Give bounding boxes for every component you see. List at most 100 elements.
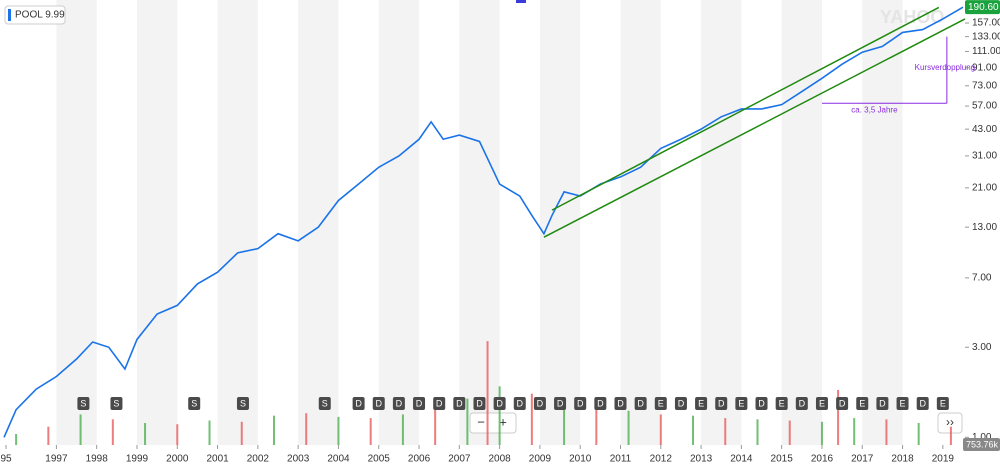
- x-tick-label: 2009: [529, 454, 552, 465]
- scroll-handle[interactable]: [516, 0, 526, 3]
- doubling-label: Kursverdopplung: [915, 63, 975, 72]
- x-tick-label: 2010: [569, 454, 592, 465]
- event-label: D: [537, 398, 544, 408]
- event-box: [493, 397, 506, 410]
- event-box: [318, 397, 331, 410]
- next-button[interactable]: ››: [946, 415, 954, 429]
- event-box: [574, 397, 587, 410]
- volume-bar: [820, 421, 823, 445]
- y-tick-label: 3.00: [972, 342, 992, 353]
- event-label: D: [557, 398, 564, 408]
- x-tick-label: 2008: [488, 454, 511, 465]
- volume-bar: [853, 418, 856, 445]
- x-tick-label: 2018: [891, 454, 914, 465]
- axis-panel: [965, 0, 1000, 467]
- event-box: [896, 397, 909, 410]
- volume-bar: [692, 415, 695, 445]
- x-tick-label: 2006: [408, 454, 431, 465]
- year-stripe: [298, 0, 339, 445]
- event-label: E: [940, 398, 946, 408]
- y-tick-label: 1.00: [972, 432, 992, 443]
- x-tick-label: 1997: [45, 454, 68, 465]
- event-box: [654, 397, 667, 410]
- event-label: D: [839, 398, 846, 408]
- x-tick-label: 1999: [126, 454, 149, 465]
- x-tick-label: 2007: [448, 454, 471, 465]
- x-tick-label: 2019: [932, 454, 955, 465]
- event-box: [755, 397, 768, 410]
- event-label: D: [799, 398, 806, 408]
- volume-bar: [272, 415, 275, 445]
- year-stripe: [620, 0, 661, 445]
- event-box: [876, 397, 889, 410]
- x-tick-label: 2003: [287, 454, 310, 465]
- volume-bar: [530, 393, 533, 445]
- event-box: [735, 397, 748, 410]
- zoom-in[interactable]: +: [499, 414, 507, 429]
- volume-bar: [434, 404, 437, 445]
- event-label: D: [436, 398, 443, 408]
- y-tick-label: 7.00: [972, 272, 992, 283]
- duration-label: ca. 3,5 Jahre: [851, 105, 898, 114]
- volume-bar: [724, 418, 727, 445]
- event-box: [614, 397, 627, 410]
- event-label: E: [738, 398, 744, 408]
- x-tick-label: 2011: [610, 454, 632, 465]
- event-box: [352, 397, 365, 410]
- event-label: D: [355, 398, 362, 408]
- event-label: D: [396, 398, 403, 408]
- price-line: [3, 6, 964, 438]
- x-tick-label: 2004: [327, 454, 350, 465]
- x-tick-label: 2005: [368, 454, 391, 465]
- volume-bar: [498, 386, 501, 445]
- last-price-box: [965, 0, 1000, 15]
- volume-label: 753.76k: [966, 439, 999, 449]
- y-tick-label: 157.00: [972, 18, 1000, 29]
- x-tick-label: 2000: [166, 454, 189, 465]
- event-box: [836, 397, 849, 410]
- volume-bar: [176, 424, 179, 445]
- trend-line: [551, 6, 940, 211]
- event-label: D: [496, 398, 503, 408]
- event-box: [77, 397, 90, 410]
- zoom-out[interactable]: −: [477, 414, 485, 429]
- volume-bar: [144, 423, 147, 445]
- y-tick-label: 43.00: [972, 124, 997, 135]
- last-price-label: 190.60: [968, 2, 999, 13]
- event-box: [856, 397, 869, 410]
- event-box: [236, 397, 249, 410]
- event-box: [372, 397, 385, 410]
- event-box: [554, 397, 567, 410]
- event-label: D: [758, 398, 765, 408]
- zoom-controls: [469, 412, 517, 434]
- event-label: D: [597, 398, 604, 408]
- event-box: [936, 397, 949, 410]
- event-box: [392, 397, 405, 410]
- year-stripe: [217, 0, 258, 445]
- trend-line: [543, 18, 966, 238]
- x-tick-label: 2017: [851, 454, 874, 465]
- event-label: D: [476, 398, 483, 408]
- event-box: [775, 397, 788, 410]
- event-label: E: [658, 398, 664, 408]
- event-box: [594, 397, 607, 410]
- year-stripe: [781, 0, 822, 445]
- symbol-swatch: [8, 9, 11, 21]
- volume-bar: [917, 423, 920, 445]
- y-tick-label: 111.00: [972, 46, 1000, 57]
- watermark: YAHOO: [880, 7, 944, 27]
- event-label: E: [779, 398, 785, 408]
- volume-bar: [208, 420, 211, 445]
- volume-bar: [788, 420, 791, 445]
- event-label: S: [322, 398, 328, 408]
- x-tick-label: 2013: [690, 454, 713, 465]
- volume-label-box: [963, 438, 1000, 451]
- volume-bar: [305, 413, 308, 445]
- x-tick-label: 2002: [247, 454, 270, 465]
- event-box: [453, 397, 466, 410]
- event-label: S: [240, 398, 246, 408]
- year-stripe: [56, 0, 97, 445]
- y-tick-label: 91.00: [972, 62, 997, 73]
- event-label: D: [517, 398, 524, 408]
- volume-bar: [486, 341, 489, 445]
